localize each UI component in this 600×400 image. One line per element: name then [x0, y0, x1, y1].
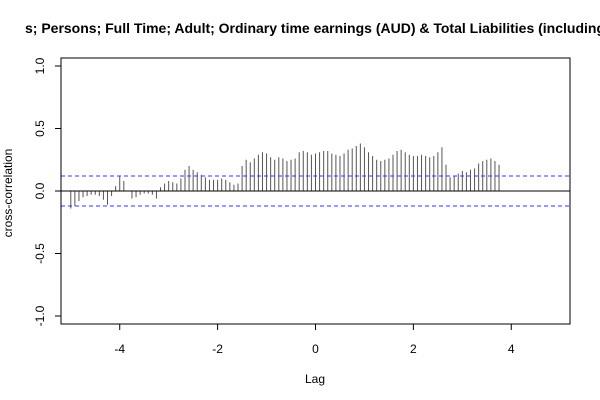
- y-tick-label: -1.0: [33, 305, 47, 326]
- y-axis-label: cross-correlation: [1, 149, 15, 238]
- bars-group: [70, 143, 500, 209]
- x-axis-label: Lag: [305, 372, 325, 386]
- y-axis: -1.0 -0.5 0.0 0.5 1.0: [33, 57, 62, 326]
- confidence-bounds-group: [61, 175, 570, 207]
- y-tick-label: 0.5: [33, 120, 47, 137]
- y-tick-label: -0.5: [33, 243, 47, 264]
- chart-title: s; Persons; Full Time; Adult; Ordinary t…: [25, 20, 600, 36]
- y-tick-label: 0.0: [33, 182, 47, 199]
- y-tick-label: 1.0: [33, 57, 47, 74]
- x-tick-label: -2: [212, 342, 223, 356]
- x-tick-label: 4: [508, 342, 515, 356]
- x-axis: -4 -2 0 2 4: [114, 323, 515, 356]
- x-tick-label: -4: [114, 342, 125, 356]
- x-tick-label: 0: [312, 342, 319, 356]
- x-tick-label: 2: [410, 342, 417, 356]
